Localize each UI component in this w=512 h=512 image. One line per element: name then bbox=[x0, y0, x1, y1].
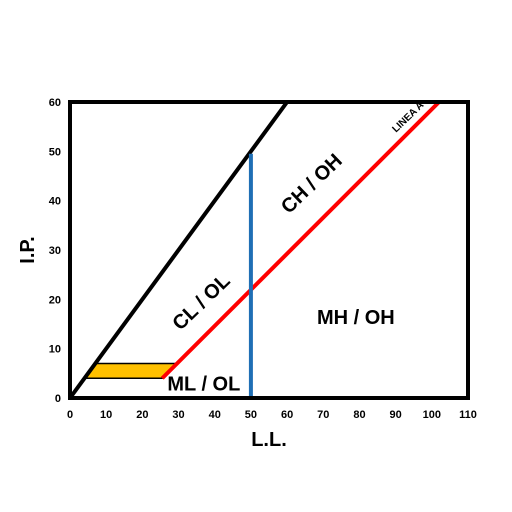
y-tick-label: 30 bbox=[49, 245, 61, 257]
region-label: MH / OH bbox=[317, 307, 395, 329]
x-tick-label: 40 bbox=[209, 409, 221, 421]
u-line bbox=[68, 100, 289, 400]
x-tick-label: 110 bbox=[459, 409, 477, 421]
x-tick-label: 0 bbox=[67, 409, 73, 421]
y-tick-label: 0 bbox=[55, 393, 61, 405]
x-tick-label: 80 bbox=[353, 409, 365, 421]
x-tick-label: 70 bbox=[317, 409, 329, 421]
x-tick-label: 100 bbox=[423, 409, 441, 421]
x-tick-label: 20 bbox=[136, 409, 148, 421]
region-label: CH / OH bbox=[277, 150, 347, 218]
x-tick-label: 30 bbox=[172, 409, 184, 421]
region-label: ML / OL bbox=[167, 374, 240, 396]
y-axis-title: I.P. bbox=[17, 236, 39, 263]
x-tick-label: 90 bbox=[390, 409, 402, 421]
y-tick-label: 10 bbox=[49, 344, 61, 356]
x-axis-title: L.L. bbox=[251, 429, 287, 451]
lines-layer bbox=[68, 100, 441, 400]
ticks-layer: 0 10 20 30 40 50 60 70 80 90 100 110 0 10 20 30 40 50 60 bbox=[49, 97, 477, 421]
y-tick-label: 50 bbox=[49, 146, 61, 158]
region-label: CL / OL bbox=[168, 270, 234, 335]
x-tick-label: 10 bbox=[100, 409, 112, 421]
plot-frame bbox=[68, 100, 470, 400]
x-tick-label: 50 bbox=[245, 409, 257, 421]
x-tick-label: 60 bbox=[281, 409, 293, 421]
y-tick-label: 20 bbox=[49, 294, 61, 306]
a-line bbox=[160, 100, 441, 380]
y-tick-label: 60 bbox=[49, 97, 61, 109]
y-tick-label: 40 bbox=[49, 196, 61, 208]
